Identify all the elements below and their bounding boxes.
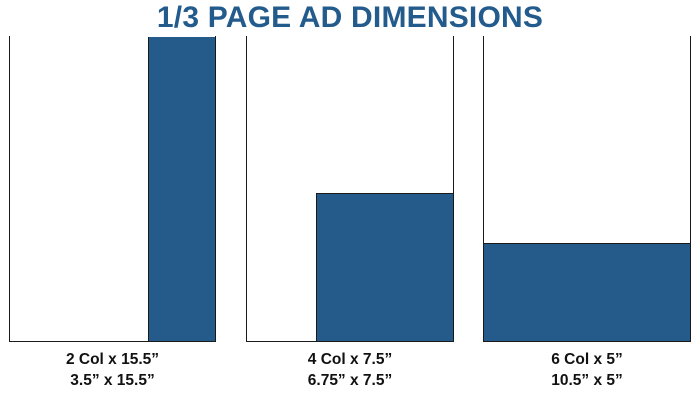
page-title: 1/3 PAGE AD DIMENSIONS bbox=[156, 1, 544, 34]
caption-2-col: 2 Col x 15.5” 3.5” x 15.5” bbox=[9, 349, 216, 391]
size-label: 6.75” x 7.5” bbox=[307, 372, 393, 389]
caption-4-col: 4 Col x 7.5” 6.75” x 7.5” bbox=[246, 349, 454, 391]
columns-label: 4 Col x 7.5” bbox=[307, 351, 393, 368]
ad-area-6-col bbox=[484, 243, 690, 341]
page-outline-4-col bbox=[246, 36, 454, 342]
size-label: 10.5” x 5” bbox=[551, 372, 623, 389]
columns-label: 6 Col x 5” bbox=[551, 351, 623, 368]
ad-area-2-col bbox=[148, 37, 215, 341]
columns-label: 2 Col x 15.5” bbox=[65, 351, 160, 368]
size-label: 3.5” x 15.5” bbox=[70, 372, 155, 389]
page-outline-2-col bbox=[9, 36, 216, 342]
ad-area-4-col bbox=[316, 193, 453, 341]
caption-6-col: 6 Col x 5” 10.5” x 5” bbox=[483, 349, 691, 391]
page-outline-6-col bbox=[483, 36, 691, 342]
